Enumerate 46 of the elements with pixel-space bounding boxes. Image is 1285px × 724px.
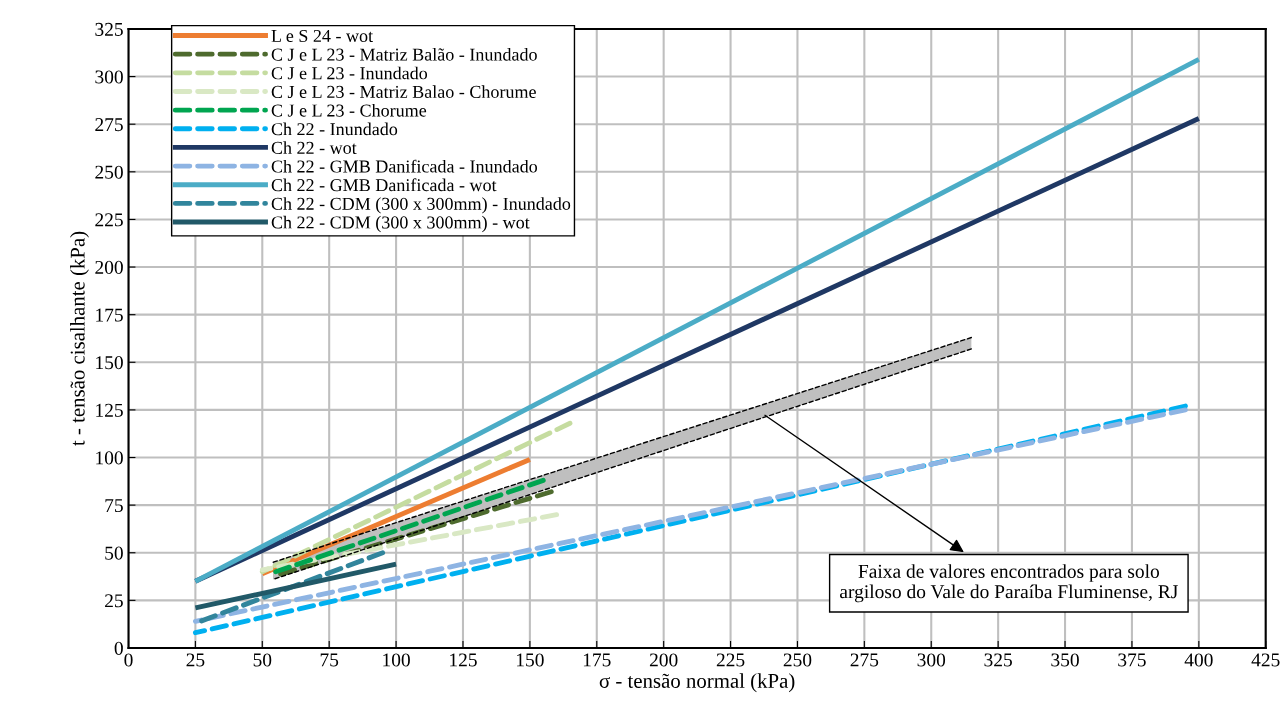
- legend-label: Ch 22 - GMB Danificada - wot: [271, 178, 497, 192]
- x-tick-label: 125: [450, 653, 477, 667]
- legend-label: Ch 22 - CDM (300 x 300mm) - wot: [271, 215, 530, 233]
- y-tick-label: 75: [105, 499, 123, 513]
- y-tick-label: 250: [95, 165, 123, 179]
- y-tick-label: 225: [95, 213, 123, 227]
- legend-label: C J e L 23 - Matriz Balão - Inundado: [271, 47, 537, 61]
- y-tick-label: 175: [96, 308, 123, 322]
- x-tick-label: 425: [1251, 653, 1280, 667]
- x-tick-label: 250: [783, 653, 812, 667]
- legend-label: Ch 22 - CDM (300 x 300mm) - Inundado: [271, 197, 571, 214]
- y-tick-label: 300: [95, 70, 123, 84]
- y-tick-label: 200: [95, 260, 123, 274]
- x-tick-label: 200: [649, 653, 678, 667]
- legend-label: C J e L 23 - Matriz Balao - Chorume: [271, 85, 536, 98]
- x-axis-title: σ - tensão normal (kPa): [599, 673, 795, 693]
- x-tick-label: 25: [186, 653, 205, 667]
- x-tick-label: 375: [1118, 653, 1146, 667]
- x-tick-label: 150: [517, 653, 544, 667]
- legend-label: C J e L 23 - Chorume: [271, 103, 427, 117]
- x-tick-label: 175: [583, 653, 611, 667]
- y-tick-label: 0: [114, 641, 123, 655]
- y-tick-label: 50: [105, 546, 123, 560]
- y-tick-label: 25: [105, 594, 123, 608]
- x-tick-label: 325: [984, 653, 1012, 667]
- x-tick-label: 50: [253, 653, 272, 667]
- legend-label: L e S 24 - wot: [271, 29, 373, 43]
- y-tick-label: 275: [95, 118, 123, 132]
- annotation: Faixa de valores encontrados para solo argiloso do Vale do Paraíba Fluminense, RJ: [840, 564, 1178, 603]
- x-tick-label: 0: [124, 653, 133, 667]
- x-tick-label: 350: [1051, 653, 1079, 667]
- x-tick-label: 300: [917, 653, 946, 667]
- legend-label: Ch 22 - Inundado: [271, 122, 398, 136]
- y-tick-label: 125: [96, 403, 123, 417]
- legend-label: Ch 22 - wot: [271, 141, 357, 154]
- y-axis-title: t - tensão cisalhante (kPa): [70, 231, 89, 446]
- x-tick-label: 100: [383, 653, 410, 667]
- y-tick-label: 150: [96, 356, 123, 370]
- x-tick-label: 225: [716, 653, 745, 667]
- y-tick-label: 325: [95, 22, 123, 36]
- x-tick-label: 400: [1184, 653, 1213, 667]
- legend-label: Ch 22 - GMB Danificada - Inundado: [271, 159, 538, 173]
- x-tick-label: 75: [320, 653, 339, 667]
- x-tick-label: 275: [850, 653, 879, 667]
- legend-label: C J e L 23 - Inundado: [271, 66, 428, 80]
- y-tick-label: 100: [96, 451, 123, 465]
